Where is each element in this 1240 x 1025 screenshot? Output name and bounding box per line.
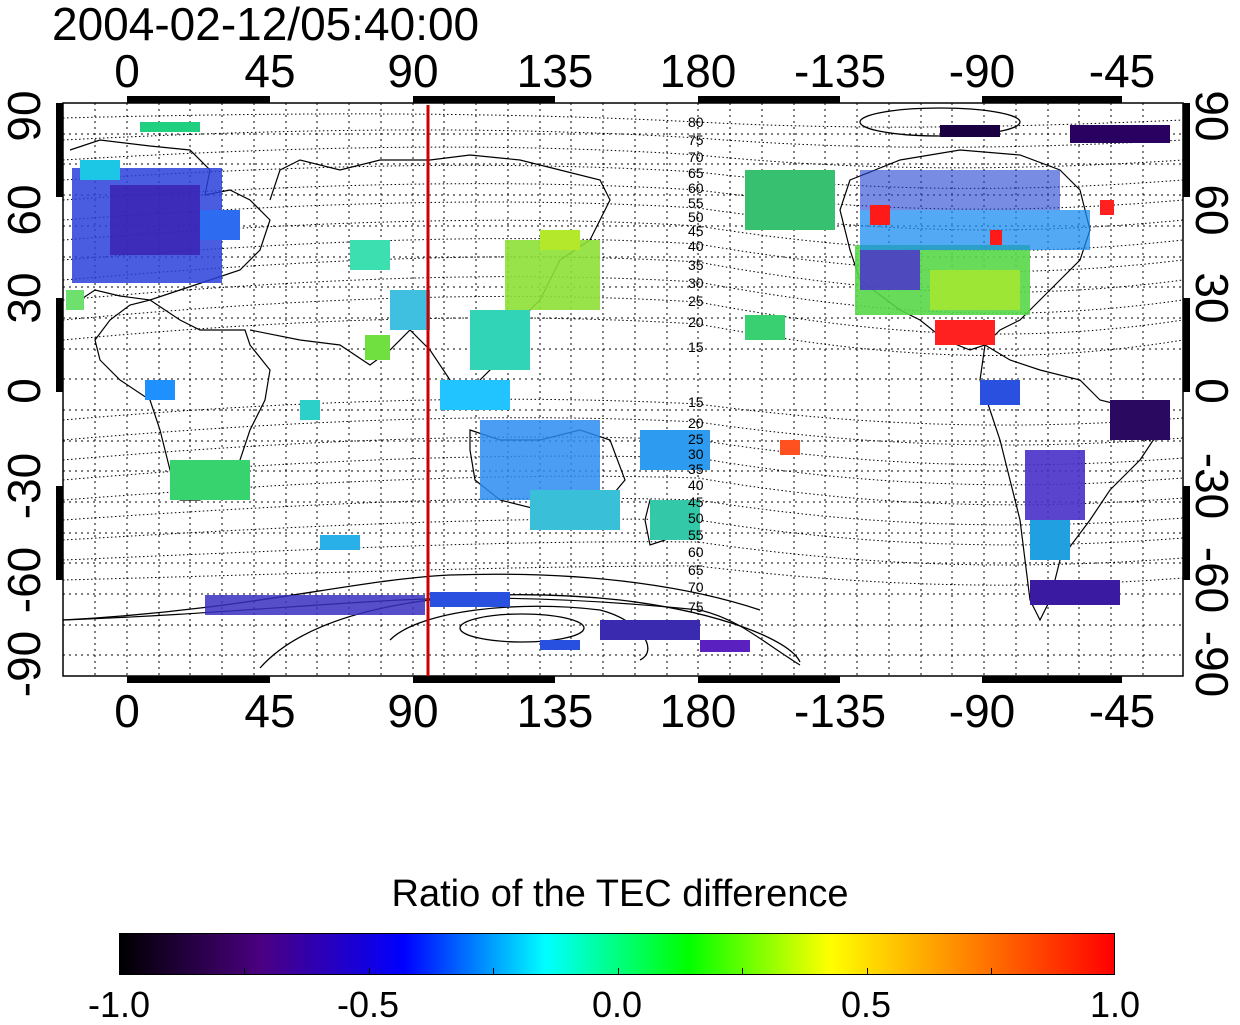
- bottom-lon-tick: 45: [244, 685, 296, 737]
- top-lon-tick: -90: [948, 45, 1016, 97]
- colorbar-tick-label: 0.0: [591, 984, 643, 1025]
- top-lon-tick: 180: [659, 45, 737, 97]
- top-lon-tick: -45: [1088, 45, 1156, 97]
- bottom-lon-tick: 135: [516, 685, 594, 737]
- contour-label: 40: [688, 477, 704, 493]
- contour-label: 80: [688, 114, 704, 130]
- contour-label: 15: [688, 394, 704, 410]
- contour-label: 30: [688, 446, 704, 462]
- contour-label: 60: [688, 544, 704, 560]
- contour-label: 45: [688, 223, 704, 239]
- contour-label: 55: [688, 195, 704, 211]
- contour-label: 65: [688, 165, 704, 181]
- bottom-lon-tick: -90: [948, 685, 1016, 737]
- contour-label: 75: [688, 132, 704, 148]
- contour-label: 25: [688, 431, 704, 447]
- graticule-grid: [63, 103, 1183, 676]
- tec-map: 80 75 70 65 60 55 50 45 40 35 30 25 20 1…: [56, 96, 1190, 683]
- contour-label: 20: [688, 314, 704, 330]
- top-lon-tick: 135: [516, 45, 594, 97]
- timestamp-title: 2004-02-12/05:40:00: [52, 0, 480, 50]
- bottom-lon-tick: 180: [659, 685, 737, 737]
- colorbar-tick-label: -0.5: [336, 984, 400, 1025]
- top-lon-tick: -135: [793, 45, 887, 97]
- contour-label: 35: [688, 257, 704, 273]
- contour-label: 55: [688, 527, 704, 543]
- contour-label: 20: [688, 415, 704, 431]
- colorbar-tick-label: 0.5: [840, 984, 892, 1025]
- contour-label: 70: [688, 149, 704, 165]
- tec-ratio-patches: [66, 122, 1170, 652]
- contour-label: 45: [688, 494, 704, 510]
- contour-label: 75: [688, 599, 704, 615]
- contour-label: 70: [688, 579, 704, 595]
- colorbar: [119, 933, 1115, 975]
- colorbar-tick-label: -1.0: [87, 984, 151, 1025]
- contour-label: 15: [688, 339, 704, 355]
- colorbar-tick-label: 1.0: [1089, 984, 1141, 1025]
- bottom-lon-tick: -135: [793, 685, 887, 737]
- bottom-lon-tick: 0: [114, 685, 140, 737]
- contour-label: 30: [688, 275, 704, 291]
- contour-label: 35: [688, 461, 704, 477]
- contour-label: 25: [688, 293, 704, 309]
- contour-label: 40: [688, 238, 704, 254]
- bottom-lon-tick: -45: [1088, 685, 1156, 737]
- top-lon-tick: 45: [244, 45, 296, 97]
- contour-label: 50: [688, 209, 704, 225]
- top-lon-tick: 90: [387, 45, 439, 97]
- axis-tick-bars: [56, 96, 1190, 683]
- contour-label: 50: [688, 510, 704, 526]
- bottom-lon-tick: 90: [387, 685, 439, 737]
- colorbar-title: Ratio of the TEC difference: [391, 873, 849, 915]
- contour-label: 60: [688, 180, 704, 196]
- contour-label: 65: [688, 562, 704, 578]
- top-lon-tick: 0: [114, 45, 140, 97]
